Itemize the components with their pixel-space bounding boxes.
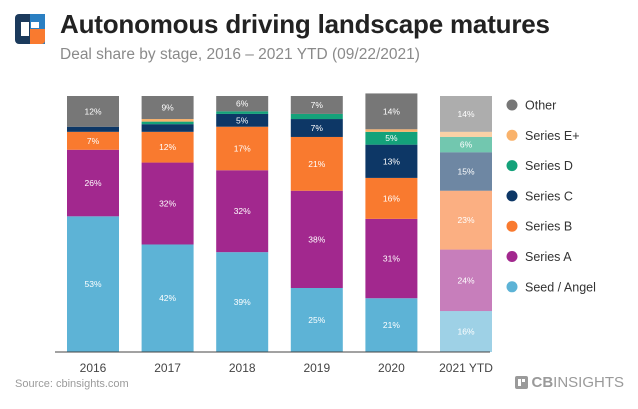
legend-label: Series A bbox=[525, 250, 572, 264]
bar-segment-2017-series-d bbox=[141, 121, 194, 125]
cb-insights-wordmark: CB INSIGHTS bbox=[515, 374, 624, 391]
data-label: 7% bbox=[311, 123, 324, 133]
data-label: 31% bbox=[383, 254, 400, 264]
data-label: 26% bbox=[84, 178, 101, 188]
legend-marker-series-b bbox=[506, 220, 518, 232]
legend-label: Seed / Angel bbox=[525, 280, 596, 294]
data-label: 12% bbox=[159, 142, 176, 152]
data-label: 23% bbox=[457, 215, 474, 225]
legend-marker-series-c bbox=[506, 190, 518, 202]
data-label: 24% bbox=[457, 275, 474, 285]
legend-label: Series B bbox=[525, 220, 572, 234]
data-label: 13% bbox=[383, 156, 400, 166]
bar-segment-2017-series-b bbox=[141, 131, 194, 163]
bar-segment-2017-series-e- bbox=[141, 119, 194, 122]
bar-segment-2018-series-a bbox=[216, 170, 269, 253]
data-label: 38% bbox=[308, 234, 325, 244]
data-label: 7% bbox=[87, 136, 100, 146]
source-note: Source: cbinsights.com bbox=[15, 378, 129, 390]
data-label: 9% bbox=[161, 103, 174, 113]
data-label: 32% bbox=[234, 206, 251, 216]
x-tick-label: 2016 bbox=[80, 361, 107, 375]
data-label: 53% bbox=[84, 279, 101, 289]
bar-segment-2020-series-e- bbox=[365, 129, 418, 132]
bar-segment-2019-series-a bbox=[290, 190, 343, 288]
data-label: 21% bbox=[383, 320, 400, 330]
bar-segment-2021-ytd-series-e- bbox=[440, 131, 492, 137]
bar-segment-2020-series-a bbox=[365, 218, 418, 299]
wordmark-bold: CB bbox=[531, 374, 554, 391]
bar-segment-2021-ytd-other bbox=[440, 96, 492, 132]
legend-label: Series E+ bbox=[525, 129, 580, 143]
data-label: 7% bbox=[311, 100, 324, 110]
x-tick-label: 2020 bbox=[378, 361, 405, 375]
data-label: 5% bbox=[236, 115, 249, 125]
cb-insights-logo-icon bbox=[15, 14, 45, 44]
bar-segment-2017-series-a bbox=[141, 162, 194, 245]
bar-segment-2020-seed-angel bbox=[365, 298, 418, 352]
legend-marker-series-a bbox=[506, 251, 518, 262]
bar-segment-2019-series-b bbox=[290, 136, 343, 191]
x-tick-label: 2018 bbox=[229, 361, 256, 375]
x-tick-label: 2017 bbox=[154, 361, 181, 375]
data-label: 5% bbox=[385, 133, 398, 143]
bar-segment-2017-seed-angel bbox=[141, 244, 194, 352]
bar-segment-2019-seed-angel bbox=[290, 288, 343, 352]
data-label: 16% bbox=[383, 193, 400, 203]
chart-title: Autonomous driving landscape matures bbox=[60, 9, 550, 39]
data-label: 14% bbox=[457, 109, 474, 119]
legend-marker-series-d bbox=[506, 160, 518, 172]
data-label: 6% bbox=[460, 140, 473, 150]
bar-segment-2016-seed-angel bbox=[67, 216, 119, 352]
legend-label: Series D bbox=[525, 159, 573, 173]
bar-segment-2021-ytd-series-d bbox=[440, 136, 492, 153]
x-tick-label: 2021 YTD bbox=[439, 361, 493, 375]
legend-marker-other bbox=[506, 99, 518, 111]
bar-segment-2018-series-b bbox=[216, 126, 269, 171]
bar-segment-2016-series-a bbox=[67, 149, 119, 217]
data-label: 21% bbox=[308, 159, 325, 169]
bar-segment-2017-series-c bbox=[141, 124, 194, 132]
data-label: 39% bbox=[234, 297, 251, 307]
legend-label: Other bbox=[525, 99, 556, 113]
bar-segment-2021-ytd-series-a bbox=[440, 249, 492, 312]
bar-segment-2019-series-d bbox=[290, 113, 343, 120]
bar-segment-2018-series-d bbox=[216, 111, 269, 114]
data-label: 42% bbox=[159, 293, 176, 303]
bar-segment-2016-other bbox=[67, 96, 119, 127]
data-label: 14% bbox=[383, 106, 400, 116]
legend-marker-series-e- bbox=[506, 129, 518, 141]
bar-segment-2016-series-b bbox=[67, 131, 119, 150]
bar-segment-2018-other bbox=[216, 96, 269, 112]
bar-segment-2020-series-c bbox=[365, 144, 418, 178]
bar-segment-2021-ytd-seed-angel bbox=[440, 311, 492, 352]
bar-segment-2017-other bbox=[141, 96, 194, 120]
data-label: 32% bbox=[159, 199, 176, 209]
data-label: 17% bbox=[234, 143, 251, 153]
bar-segment-2018-seed-angel bbox=[216, 252, 269, 352]
wordmark-light: INSIGHTS bbox=[553, 374, 624, 391]
bar-segment-2019-other bbox=[290, 96, 343, 114]
data-label: 6% bbox=[236, 99, 249, 109]
bar-segment-2021-ytd-series-b bbox=[440, 190, 492, 250]
bar-segment-2016-series-c bbox=[67, 126, 119, 132]
data-label: 16% bbox=[457, 327, 474, 337]
bar-segment-2020-other bbox=[365, 93, 418, 130]
bar-segment-2021-ytd-series-c bbox=[440, 152, 492, 191]
bar-segment-2018-series-c bbox=[216, 113, 269, 127]
cb-insights-small-logo-icon bbox=[515, 376, 529, 389]
chart-subtitle: Deal share by stage, 2016 – 2021 YTD (09… bbox=[60, 46, 420, 63]
bar-segment-2020-series-d bbox=[365, 131, 418, 145]
data-label: 15% bbox=[457, 167, 474, 177]
bar-segment-2019-series-c bbox=[290, 119, 343, 137]
data-label: 25% bbox=[308, 315, 325, 325]
x-tick-label: 2019 bbox=[303, 361, 330, 375]
legend-label: Series C bbox=[525, 189, 573, 203]
legend-marker-seed-angel bbox=[506, 281, 518, 293]
bar-segment-2020-series-b bbox=[365, 177, 418, 219]
data-label: 12% bbox=[84, 106, 101, 116]
